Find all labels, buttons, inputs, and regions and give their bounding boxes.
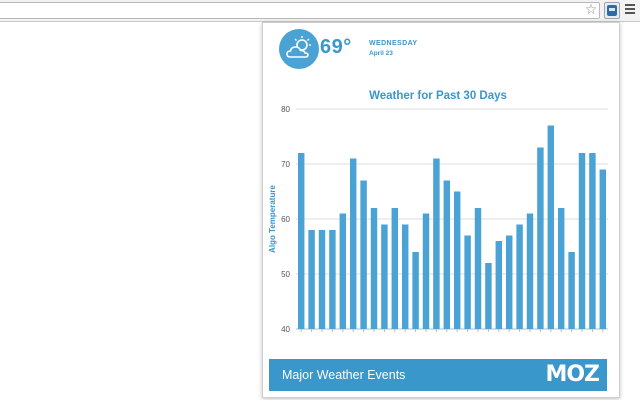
y-tick-label: 80 xyxy=(281,105,290,114)
y-tick-label: 60 xyxy=(281,215,290,224)
temperature-bar-chart: Weather for Past 30 Days Algo Temperatur… xyxy=(268,90,608,334)
moz-extension-button[interactable] xyxy=(604,2,620,19)
major-weather-events-bar[interactable]: Major Weather Events MOZ xyxy=(269,359,607,391)
date-label: April 23 xyxy=(369,50,393,57)
weather-popup: 69° WEDNESDAY April 23 Weather for Past … xyxy=(262,22,620,398)
temperature-bar xyxy=(537,147,544,329)
temperature-bar xyxy=(464,235,471,329)
temperature-bar xyxy=(505,235,513,329)
temperature-bar xyxy=(599,169,607,329)
temperature-bar xyxy=(308,230,315,329)
temperature-bar xyxy=(453,191,461,329)
temperature-bar xyxy=(485,263,492,329)
temperature-bar xyxy=(360,180,367,329)
address-bar[interactable] xyxy=(0,2,600,19)
major-weather-events-link[interactable]: Major Weather Events xyxy=(282,368,406,382)
temperature-bar xyxy=(495,241,503,329)
current-temperature: 69° xyxy=(320,36,352,58)
temperature-bar xyxy=(589,153,596,329)
temperature-bar xyxy=(297,153,305,329)
temperature-bar xyxy=(568,252,575,329)
weekday-label: WEDNESDAY xyxy=(369,40,418,47)
temperature-bar xyxy=(443,180,451,329)
temperature-bar xyxy=(339,213,347,329)
y-axis-label: Algo Temperature xyxy=(268,185,277,253)
moz-robot-icon xyxy=(607,5,617,16)
temperature-bar xyxy=(557,208,565,329)
temperature-bar xyxy=(412,252,419,329)
hamburger-menu-icon[interactable] xyxy=(625,4,635,16)
chart-title: Weather for Past 30 Days xyxy=(369,90,507,102)
moz-logo: MOZ xyxy=(545,362,600,387)
temperature-bar xyxy=(422,213,430,329)
temperature-bar xyxy=(578,153,586,329)
temperature-bar xyxy=(329,230,336,329)
temperature-bar xyxy=(526,213,534,329)
temperature-bar xyxy=(547,125,555,329)
temperature-bar xyxy=(381,224,388,329)
temperature-bar xyxy=(391,208,399,329)
browser-toolbar: ☆ xyxy=(0,0,640,22)
temperature-bar xyxy=(516,224,523,329)
y-tick-label: 50 xyxy=(281,270,290,279)
star-icon[interactable]: ☆ xyxy=(584,1,598,17)
y-tick-label: 70 xyxy=(281,160,290,169)
temperature-bar xyxy=(349,158,357,329)
temperature-bar xyxy=(318,230,326,329)
temperature-bar xyxy=(401,224,409,329)
temperature-bar xyxy=(433,158,440,329)
temperature-bar xyxy=(474,208,482,329)
partly-cloudy-icon xyxy=(279,29,319,69)
y-tick-label: 40 xyxy=(281,325,290,334)
temperature-bar xyxy=(370,208,378,329)
